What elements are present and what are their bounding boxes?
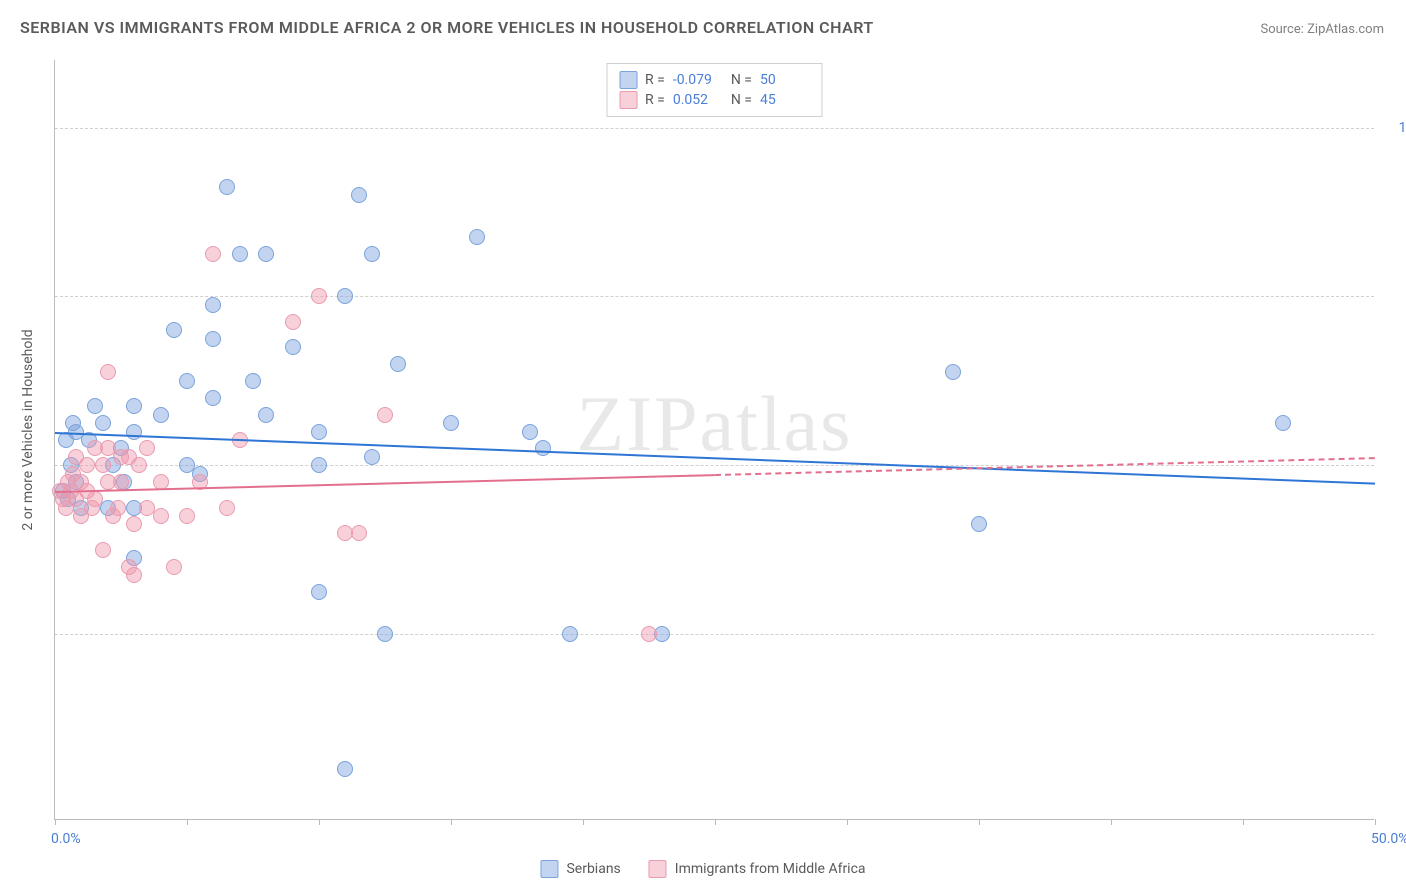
data-point <box>139 440 155 456</box>
data-point <box>443 415 459 431</box>
data-point <box>351 187 367 203</box>
data-point <box>641 626 657 642</box>
y-axis-title: 2 or more Vehicles in Household <box>20 329 36 530</box>
legend-stat-row: R = 0.052 N = 45 <box>619 90 810 110</box>
data-point <box>337 761 353 777</box>
legend-swatch <box>619 91 637 109</box>
x-tick <box>55 819 56 825</box>
gridline <box>55 128 1374 129</box>
gridline <box>55 465 1374 466</box>
y-tick-label: 100.0% <box>1399 120 1406 136</box>
x-tick <box>1111 819 1112 825</box>
x-tick <box>187 819 188 825</box>
x-tick <box>583 819 584 825</box>
data-point <box>179 508 195 524</box>
legend-series-item: Immigrants from Middle Africa <box>649 860 866 878</box>
data-point <box>945 364 961 380</box>
data-point <box>205 297 221 313</box>
data-point <box>258 246 274 262</box>
data-point <box>95 457 111 473</box>
data-point <box>95 542 111 558</box>
data-point <box>153 508 169 524</box>
data-point <box>535 440 551 456</box>
data-point <box>219 179 235 195</box>
r-value: -0.079 <box>673 72 723 88</box>
data-point <box>364 246 380 262</box>
data-point <box>219 500 235 516</box>
data-point <box>110 500 126 516</box>
data-point <box>87 491 103 507</box>
x-tick-label: 0.0% <box>51 831 81 847</box>
data-point <box>205 331 221 347</box>
data-point <box>131 457 147 473</box>
data-point <box>79 457 95 473</box>
data-point <box>285 314 301 330</box>
data-point <box>205 390 221 406</box>
r-label: R = <box>645 72 665 88</box>
n-label: N = <box>731 72 752 88</box>
x-tick <box>715 819 716 825</box>
data-point <box>126 516 142 532</box>
n-value: 50 <box>760 72 810 88</box>
watermark: ZIPatlas <box>577 379 853 469</box>
data-point <box>311 584 327 600</box>
data-point <box>285 339 301 355</box>
legend-series-item: Serbians <box>540 860 620 878</box>
data-point <box>522 424 538 440</box>
chart-title: SERBIAN VS IMMIGRANTS FROM MIDDLE AFRICA… <box>20 18 874 37</box>
data-point <box>113 474 129 490</box>
data-point <box>153 407 169 423</box>
data-point <box>245 373 261 389</box>
legend-series-label: Serbians <box>566 861 620 877</box>
r-value: 0.052 <box>673 92 723 108</box>
data-point <box>232 246 248 262</box>
n-label: N = <box>731 92 752 108</box>
source-attribution: Source: ZipAtlas.com <box>1260 22 1384 37</box>
data-point <box>469 229 485 245</box>
legend-stat-row: R = -0.079 N = 50 <box>619 70 810 90</box>
data-point <box>166 322 182 338</box>
x-tick-label: 50.0% <box>1371 831 1406 847</box>
legend-series-label: Immigrants from Middle Africa <box>675 861 866 877</box>
data-point <box>95 415 111 431</box>
data-point <box>87 398 103 414</box>
data-point <box>126 398 142 414</box>
data-point <box>364 449 380 465</box>
data-point <box>179 373 195 389</box>
data-point <box>126 567 142 583</box>
data-point <box>258 407 274 423</box>
series-legend: Serbians Immigrants from Middle Africa <box>540 860 865 878</box>
gridline <box>55 296 1374 297</box>
data-point <box>377 626 393 642</box>
data-point <box>971 516 987 532</box>
x-tick <box>451 819 452 825</box>
x-tick <box>319 819 320 825</box>
data-point <box>100 364 116 380</box>
legend-swatch <box>540 860 558 878</box>
scatter-plot-area: ZIPatlas R =-0.079N =50R =0.052N =45 40.… <box>54 60 1374 820</box>
data-point <box>337 288 353 304</box>
x-tick <box>979 819 980 825</box>
data-point <box>311 288 327 304</box>
data-point <box>351 525 367 541</box>
x-tick <box>847 819 848 825</box>
data-point <box>562 626 578 642</box>
legend-swatch <box>649 860 667 878</box>
legend-swatch <box>619 71 637 89</box>
x-tick <box>1243 819 1244 825</box>
data-point <box>311 424 327 440</box>
r-label: R = <box>645 92 665 108</box>
data-point <box>205 246 221 262</box>
correlation-legend: R = -0.079 N = 50 R = 0.052 N = 45 <box>606 63 823 117</box>
data-point <box>311 457 327 473</box>
gridline <box>55 634 1374 635</box>
data-point <box>166 559 182 575</box>
data-point <box>377 407 393 423</box>
data-point <box>390 356 406 372</box>
x-tick <box>1375 819 1376 825</box>
n-value: 45 <box>760 92 810 108</box>
data-point <box>1275 415 1291 431</box>
